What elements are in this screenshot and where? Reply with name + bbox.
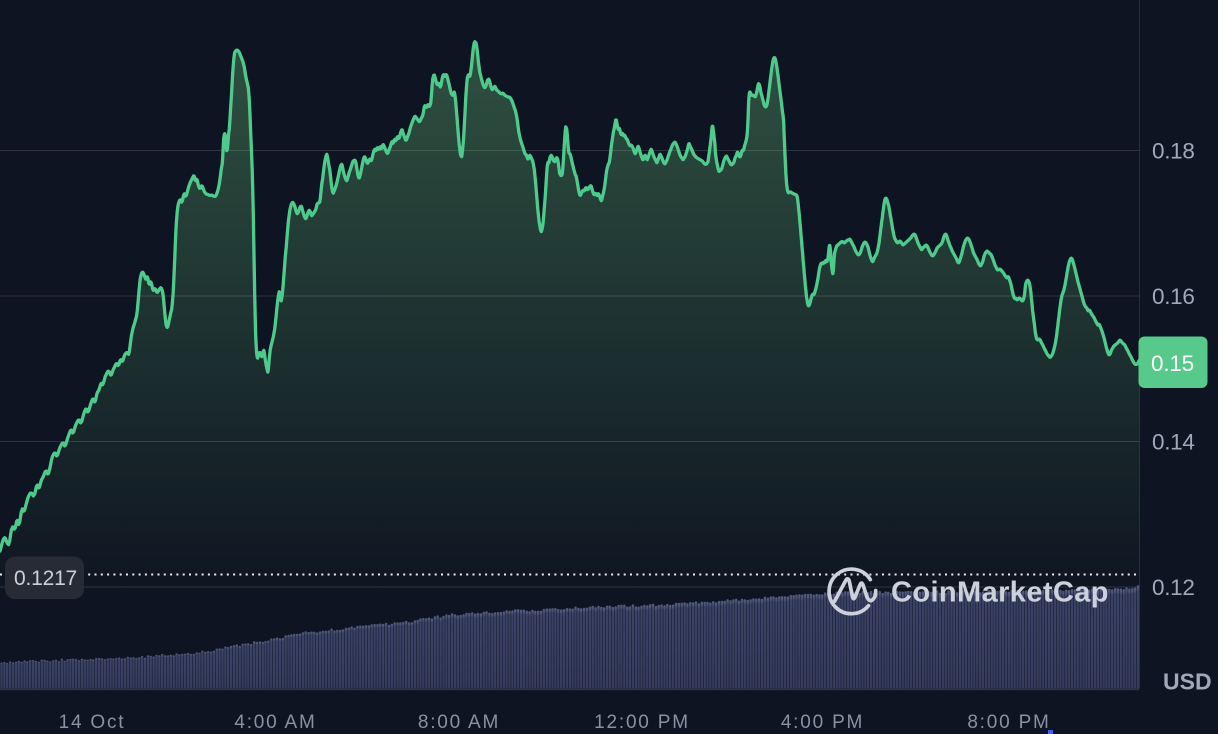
svg-text:8:00 PM: 8:00 PM <box>967 712 1050 733</box>
svg-text:12:00 PM: 12:00 PM <box>594 712 690 733</box>
svg-text:CoinMarketCap: CoinMarketCap <box>891 577 1109 609</box>
svg-text:USD: USD <box>1163 669 1212 695</box>
svg-text:4:00 PM: 4:00 PM <box>781 712 864 733</box>
svg-text:0.12: 0.12 <box>1152 575 1195 600</box>
svg-text:4:00 AM: 4:00 AM <box>234 712 316 733</box>
svg-text:14 Oct: 14 Oct <box>59 712 126 733</box>
svg-text:8:00 AM: 8:00 AM <box>418 712 500 733</box>
svg-text:0.1217: 0.1217 <box>14 567 77 590</box>
svg-text:0.14: 0.14 <box>1152 430 1195 455</box>
svg-text:0.16: 0.16 <box>1152 284 1195 309</box>
svg-text:0.15: 0.15 <box>1151 351 1194 376</box>
svg-text:0.18: 0.18 <box>1152 139 1195 164</box>
